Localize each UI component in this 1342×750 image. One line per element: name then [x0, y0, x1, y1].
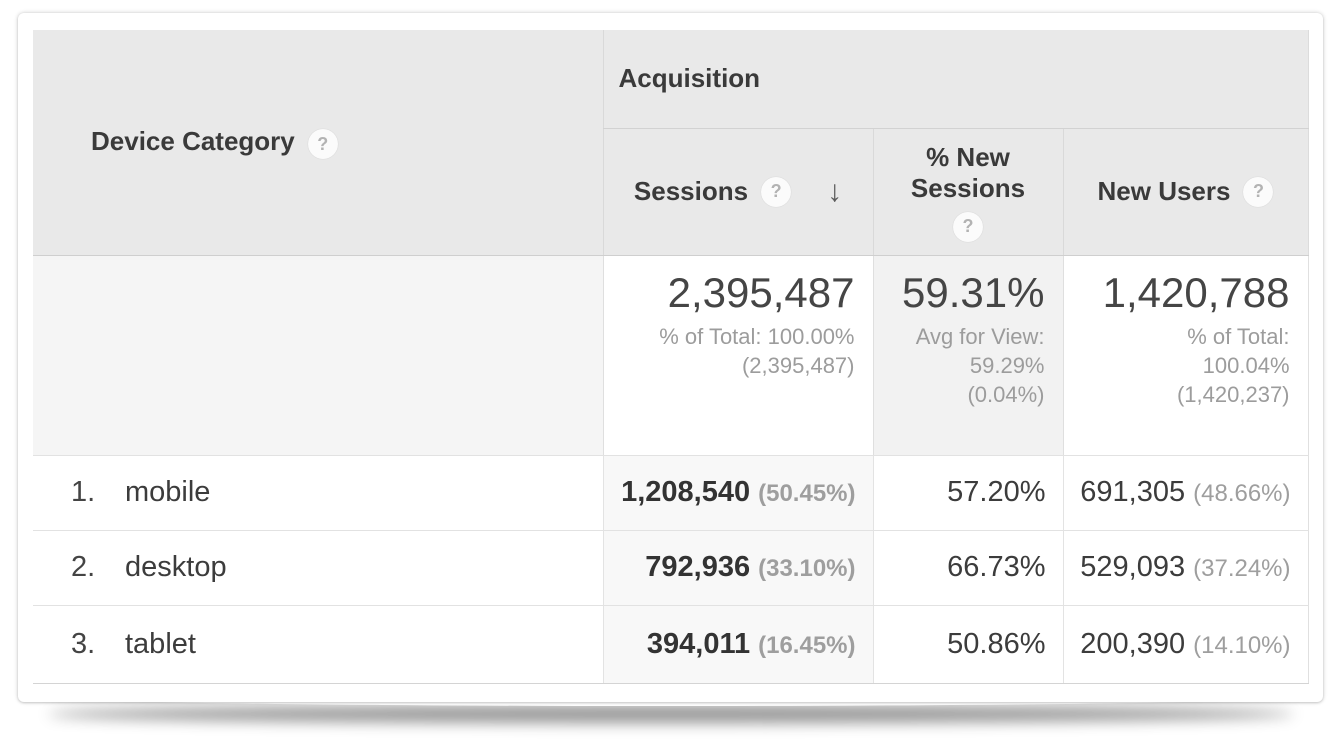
summary-new-users-cell: 1,420,788 % of Total: 100.04% (1,420,237…	[1062, 255, 1309, 456]
device-name: mobile	[125, 476, 211, 508]
new-users-total: 1,420,788	[1102, 268, 1290, 316]
new-users-column-header[interactable]: New Users ?	[1062, 128, 1309, 256]
acquisition-label: Acquisition	[618, 63, 761, 94]
summary-sessions-cell: 2,395,487 % of Total: 100.00% (2,395,487…	[602, 255, 873, 456]
pct-new-sessions-cell: 57.20%	[872, 455, 1063, 531]
device-category-label: Device Category	[91, 125, 295, 156]
device-category-column-header[interactable]: Device Category?	[33, 30, 603, 256]
sessions-cell: 394,011 (16.45%)	[602, 605, 873, 684]
sort-descending-icon[interactable]: ↓	[827, 174, 843, 208]
pct-new-sessions-total-note: Avg for View: 59.29% (0.04%)	[915, 323, 1045, 407]
analytics-data-table: Device Category? Acquisition Sessions ? …	[33, 30, 1309, 684]
new-users-total-note: % of Total: 100.04% (1,420,237)	[1176, 323, 1290, 407]
summary-dimension-cell	[33, 255, 603, 456]
pct-new-sessions-total: 59.31%	[902, 268, 1045, 316]
new-users-label: New Users	[1097, 176, 1231, 206]
help-icon[interactable]: ?	[1243, 176, 1274, 207]
row-rank: 2.	[71, 551, 96, 583]
table-row-desktop: 2. desktop 792,936 (33.10%) 66.73% 529,093…	[33, 530, 1309, 606]
dimension-cell: 3. tablet	[33, 605, 603, 684]
table-row-mobile: 1. mobile 1,208,540 (50.45%) 57.20% 691,30…	[33, 455, 1309, 531]
row-rank: 1.	[71, 476, 96, 508]
new-users-cell: 691,305 (48.66%)	[1062, 455, 1309, 531]
new-users-cell: 200,390 (14.10%)	[1062, 605, 1309, 684]
acquisition-group-header: Acquisition	[602, 30, 1309, 129]
new-users-cell: 529,093 (37.24%)	[1062, 530, 1309, 606]
row-rank: 3.	[71, 627, 96, 660]
device-name: desktop	[125, 551, 227, 583]
summary-row: 2,395,487 % of Total: 100.00% (2,395,487…	[33, 255, 1309, 456]
sessions-total-note: % of Total: 100.00% (2,395,487)	[659, 323, 855, 378]
dimension-cell: 2. desktop	[33, 530, 603, 606]
pct-new-sessions-label: % New Sessions	[910, 141, 1026, 203]
summary-pct-new-sessions-cell: 59.31% Avg for View: 59.29% (0.04%)	[872, 255, 1063, 456]
sessions-cell: 792,936 (33.10%)	[602, 530, 873, 606]
help-icon[interactable]: ?	[953, 211, 983, 242]
report-card: Device Category? Acquisition Sessions ? …	[18, 13, 1323, 702]
pct-new-sessions-cell: 66.73%	[872, 530, 1063, 606]
pct-new-sessions-column-header[interactable]: % New Sessions ?	[872, 128, 1063, 256]
device-name: tablet	[125, 627, 196, 660]
sessions-cell: 1,208,540 (50.45%)	[602, 455, 873, 531]
sessions-label: Sessions	[633, 176, 749, 206]
table-row-tablet: 3. tablet 394,011 (16.45%) 50.86% 200,390(…	[33, 605, 1309, 684]
dimension-cell: 1. mobile	[33, 455, 603, 531]
pct-new-sessions-cell: 50.86%	[872, 605, 1063, 684]
sessions-column-header[interactable]: Sessions ? ↓	[602, 128, 873, 256]
help-icon[interactable]: ?	[761, 176, 792, 207]
help-icon[interactable]: ?	[307, 129, 338, 159]
sessions-total: 2,395,487	[667, 268, 855, 316]
